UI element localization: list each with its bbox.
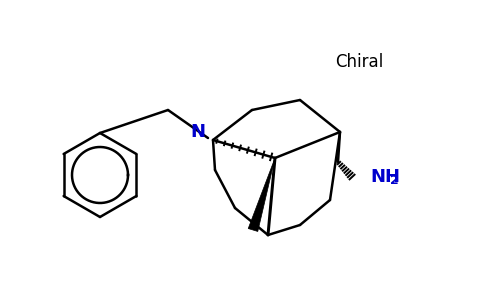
Text: N: N [190, 123, 205, 141]
Polygon shape [248, 158, 275, 232]
Text: 2: 2 [390, 175, 399, 188]
Text: Chiral: Chiral [335, 53, 383, 71]
Text: NH: NH [370, 168, 400, 186]
